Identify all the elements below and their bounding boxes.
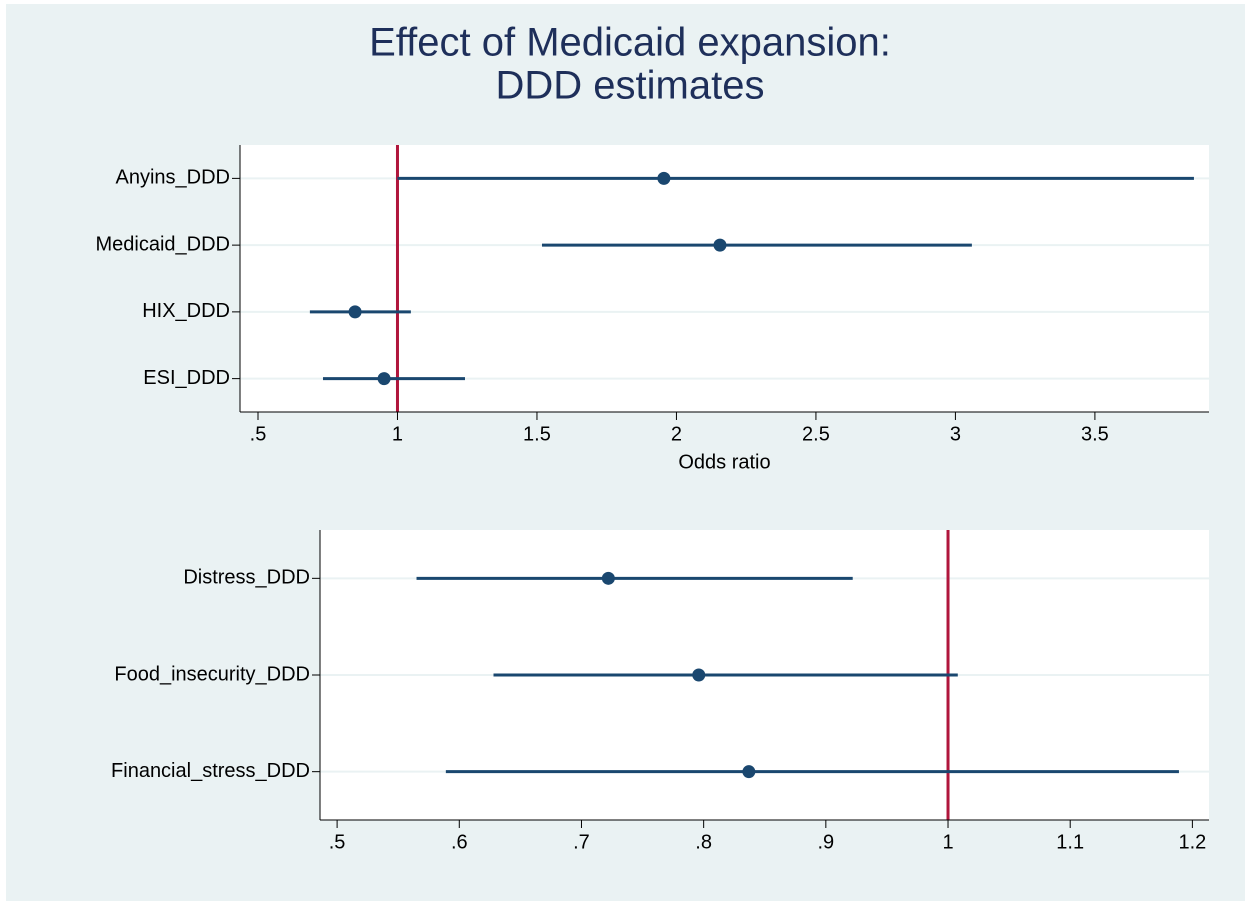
point-estimate xyxy=(348,305,362,319)
x-tick-label: .8 xyxy=(695,831,712,853)
x-tick-label: 2.5 xyxy=(802,423,830,445)
x-tick-label: .5 xyxy=(329,831,346,853)
x-axis-title: Odds ratio xyxy=(678,451,770,473)
y-tick-label: Food_insecurity_DDD xyxy=(114,663,310,685)
x-tick-label: 1.1 xyxy=(1056,831,1084,853)
y-tick-label: HIX_DDD xyxy=(142,300,230,322)
y-tick-label: ESI_DDD xyxy=(143,367,230,389)
x-tick-label: .7 xyxy=(573,831,590,853)
y-tick-label: Financial_stress_DDD xyxy=(111,760,310,782)
y-tick-label: Medicaid_DDD xyxy=(96,233,231,255)
x-tick-label: .9 xyxy=(817,831,834,853)
point-estimate xyxy=(713,238,727,252)
point-estimate xyxy=(377,372,391,386)
chart-title: Effect of Medicaid expansion: xyxy=(369,21,891,65)
point-estimate xyxy=(742,765,756,779)
y-tick-label: Distress_DDD xyxy=(183,567,310,589)
y-tick-label: Anyins_DDD xyxy=(116,167,230,189)
plot-area xyxy=(240,145,1209,412)
chart-title: DDD estimates xyxy=(496,64,765,108)
x-tick-label: .5 xyxy=(250,423,267,445)
point-estimate xyxy=(657,171,671,185)
point-estimate xyxy=(601,571,615,585)
x-tick-label: 1 xyxy=(942,831,953,853)
x-tick-label: 1.2 xyxy=(1178,831,1206,853)
x-tick-label: 1.5 xyxy=(523,423,551,445)
x-tick-label: .6 xyxy=(451,831,468,853)
point-estimate xyxy=(692,668,706,682)
x-tick-label: 3 xyxy=(950,423,961,445)
x-tick-label: 3.5 xyxy=(1081,423,1109,445)
x-tick-label: 1 xyxy=(392,423,403,445)
x-tick-label: 2 xyxy=(671,423,682,445)
